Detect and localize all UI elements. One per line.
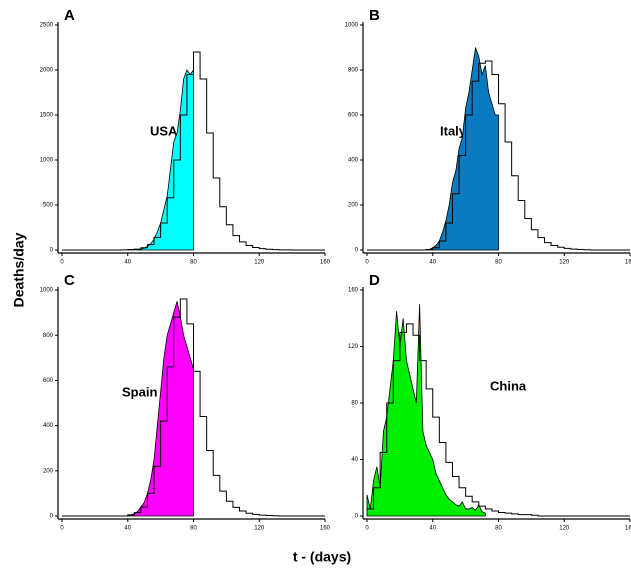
y-tick-label: 200 — [43, 468, 54, 474]
y-tick-label: 1000 — [40, 288, 54, 294]
y-tick-label: 1500 — [40, 113, 54, 119]
y-tick-label: 2500 — [40, 23, 54, 29]
y-tick-label: 160 — [348, 288, 359, 294]
y-tick-label: 600 — [348, 113, 359, 119]
model-line — [62, 51, 325, 251]
annotation: China — [490, 378, 527, 393]
x-tick-label: 0 — [60, 260, 64, 266]
x-tick-label: 120 — [559, 526, 570, 532]
y-tick-label: 1000 — [40, 158, 54, 164]
model-line — [367, 323, 630, 517]
x-tick-label: 160 — [625, 260, 631, 266]
y-tick-label: 500 — [43, 203, 54, 209]
x-tick-label: 40 — [429, 526, 436, 532]
x-tick-label: 160 — [320, 260, 331, 266]
y-tick-label: 800 — [43, 333, 54, 339]
data-area — [426, 47, 499, 251]
x-tick-label: 0 — [60, 526, 64, 532]
model-line — [367, 60, 630, 251]
y-tick-label: 600 — [43, 378, 54, 384]
x-axis-label: t - (days) — [293, 549, 351, 565]
x-tick-label: 40 — [124, 526, 131, 532]
panel-letter: B — [369, 7, 380, 24]
y-tick-label: 200 — [348, 203, 359, 209]
x-tick-label: 80 — [190, 526, 197, 532]
x-tick-label: 120 — [254, 260, 265, 266]
y-tick-label: 40 — [351, 457, 358, 463]
data-area — [366, 304, 486, 517]
annotation: USA — [150, 123, 178, 138]
y-tick-label: 0 — [50, 514, 54, 520]
y-tick-label: 2000 — [40, 68, 54, 74]
x-tick-label: 0 — [365, 260, 369, 266]
x-tick-label: 120 — [559, 260, 570, 266]
y-tick-label: 80 — [351, 401, 358, 407]
x-tick-label: 80 — [495, 526, 502, 532]
x-tick-label: 80 — [190, 260, 197, 266]
x-tick-label: 160 — [625, 526, 631, 532]
y-tick-label: 800 — [348, 68, 359, 74]
model-line — [62, 298, 325, 517]
y-tick-label: 0 — [355, 514, 359, 520]
y-tick-label: 400 — [43, 423, 54, 429]
x-tick-label: 40 — [429, 260, 436, 266]
y-tick-label: 0 — [50, 248, 54, 254]
x-tick-label: 40 — [124, 260, 131, 266]
panel-letter: C — [64, 272, 75, 289]
x-tick-label: 120 — [254, 526, 265, 532]
x-tick-label: 80 — [495, 260, 502, 266]
x-tick-label: 160 — [320, 526, 331, 532]
y-tick-label: 1000 — [345, 23, 359, 29]
panel-letter: D — [369, 272, 380, 289]
y-tick-label: 400 — [348, 158, 359, 164]
data-area — [127, 301, 194, 517]
y-tick-label: 0 — [355, 248, 359, 254]
y-axis-label: Deaths/day — [11, 232, 27, 307]
panel-letter: A — [64, 7, 75, 24]
y-tick-label: 120 — [348, 344, 359, 350]
annotation: Spain — [122, 384, 157, 399]
annotation: Italy — [440, 123, 467, 138]
x-tick-label: 0 — [365, 526, 369, 532]
